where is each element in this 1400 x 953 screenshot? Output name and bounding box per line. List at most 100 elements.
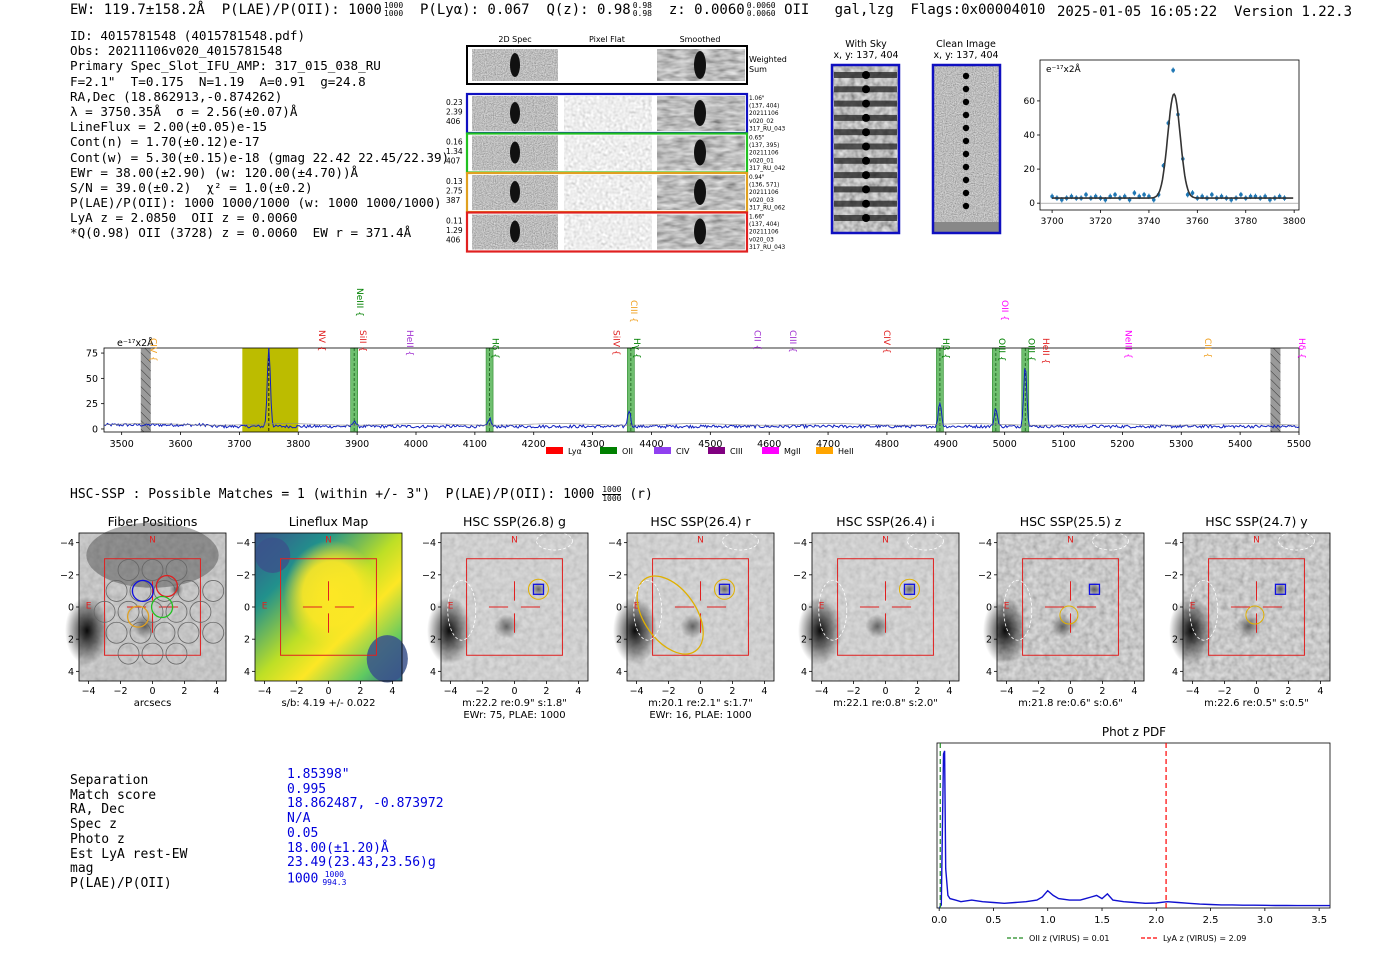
match-labels: Separation Match score RA, Dec Spec z Photo … <box>70 773 188 892</box>
hsc-panel-3: HSC SSP(26.4) r N E −4 4 −2 2 0 0 2 −2 4 −4 m:20.1 re… <box>608 514 775 721</box>
hsc-panel-title-6: HSC SSP(24.7) y <box>1205 514 1308 529</box>
hsc-ytick-label-1-2: 0 <box>244 603 250 614</box>
hsc-caption-4-0: m:22.1 re:0.8" s:2.0" <box>833 698 938 709</box>
fiber-green <box>150 595 174 619</box>
cutout-right-0-0: 1.06" <box>749 96 765 102</box>
linefit-point-25 <box>1171 68 1175 73</box>
header-timestamp: 2025-01-05 16:05:22 Version 1.22.3 <box>1057 4 1352 20</box>
match-label-5: Est LyA rest-EW <box>70 846 188 862</box>
summary-line-0: ID: 4015781548 (4015781548.pdf) <box>70 28 306 43</box>
line-fit-plot: e⁻¹⁷x2Å 3700 3720 3740 3760 3780 3800 0 20 40 60 <box>1024 59 1306 227</box>
spectrum-line-label-4: HeII { <box>404 330 414 356</box>
cutout-right-0-2: 20211106 <box>749 111 779 117</box>
lineflux-map-low-corner-2 <box>366 635 408 683</box>
photz-title: Phot z PDF <box>1102 725 1166 739</box>
hsc-panel-1: Lineflux Map N E −4 4 −2 2 0 0 2 −2 4 −4 s/b: 4.19 +/… <box>236 514 408 709</box>
linefit-point-42 <box>1253 194 1258 199</box>
summary-line-8: Cont(w) = 5.30(±0.15)e-18 (gmag 22.42 22… <box>70 149 450 165</box>
summary-line-2: Primary Spec_Slot_IFU_AMP: 317_015_038_R… <box>70 58 381 74</box>
spectrum-line-label-13: OII { <box>999 300 1009 321</box>
hsc-caption-1-0: s/b: 4.19 +/- 0.022 <box>281 698 375 709</box>
fiber-circle-9 <box>105 621 128 644</box>
cutout-right-2-4: 317_RU_062 <box>749 205 786 211</box>
spectrum-line-label-12: Hβ { <box>940 338 950 359</box>
hsc-xtick-label-6-3: 2 <box>1285 686 1291 697</box>
hsc-ytick-label-5-2: 0 <box>986 603 992 614</box>
hsc-ellipse-faint-5 <box>1059 605 1079 625</box>
cutout-left-2-2: 387 <box>446 196 461 205</box>
summary-line-13: *Q(0.98) OII (3728) z = 0.0060 EW r = 37… <box>70 225 412 241</box>
clean-source-9 <box>962 189 970 197</box>
hsc-aperture-box-2 <box>466 558 563 656</box>
fiber-circle-11 <box>153 621 176 644</box>
linefit-point-44 <box>1263 194 1267 199</box>
fiber-red <box>155 574 179 598</box>
cutout-source-2d-0 <box>510 102 520 124</box>
header-ew: EW: 119.7±158.2Å <box>70 2 205 18</box>
hsc-ytick-label-3-1: 2 <box>616 635 622 646</box>
hsc-caption-6-0: m:22.6 re:0.5" s:0.5" <box>1204 698 1309 709</box>
hsc-xtick-label-5-4: 4 <box>1131 686 1137 697</box>
clean-source-8 <box>962 176 970 184</box>
linefit-point-9 <box>1093 194 1098 199</box>
weighted-sum-row: Weighted Sum <box>466 45 787 85</box>
hsc-panel-title-2: HSC SSP(26.8) g <box>463 514 566 529</box>
linefit-xtick-label-0: 3700 <box>1041 217 1064 227</box>
summary-line-10: S/N = 39.0(±0.2) χ² = 1.0(±0.2) <box>70 179 313 195</box>
header-z: z: 0.0060 <box>668 2 745 18</box>
spectrum-xtick-label-19: 5400 <box>1228 439 1252 450</box>
hsc-ytick-label-3-0: 4 <box>616 667 622 678</box>
with-sky-title: With Sky <box>845 39 887 50</box>
hsc-match-box-5 <box>1088 583 1101 595</box>
hsc-panel-title-5: HSC SSP(25.5) z <box>1020 514 1122 529</box>
hsc-ytick-label-6-2: 0 <box>1172 603 1178 614</box>
linefit-xtick-label-5: 3800 <box>1283 217 1306 227</box>
cutout-right-2-0: 0.94" <box>749 175 765 181</box>
hsc-panel-2: HSC SSP(26.8) g N E −4 4 −2 2 0 0 2 −2 4 −4 m:22.2 re… <box>422 514 589 721</box>
hsc-faint-source-5 <box>1050 614 1075 639</box>
summary-line-4: RA,Dec (18.862913,-0.874262) <box>70 88 283 104</box>
hsc-faint-source-3 <box>680 614 705 639</box>
hsc-xtick-label-3-0: −4 <box>630 686 644 697</box>
hsc-panel-4: HSC SSP(26.4) i N E −4 4 −2 2 0 0 2 −2 4 −4 m:22.1 re… <box>793 514 960 709</box>
hsc-xtick-label-1-2: 0 <box>325 686 331 697</box>
hsc-xtick-label-0-0: −4 <box>82 686 96 697</box>
spectrum-legend-swatch-2 <box>654 447 671 454</box>
hsc-aperture-box-6 <box>1208 558 1305 656</box>
match-plae-frac: 1000 994.3 <box>322 869 347 887</box>
spectrum-xtick-label-14: 4900 <box>934 439 958 450</box>
spectrum-line-label-18: CII { <box>1202 338 1212 358</box>
linefit-point-18 <box>1137 194 1142 199</box>
hsc-north-5: N <box>1067 536 1074 546</box>
hsc-xtick-label-6-4: 4 <box>1317 686 1323 697</box>
hsc-east-4: E <box>819 602 825 612</box>
hsc-match-box-6 <box>1274 583 1287 595</box>
match-value-5: 18.00(±1.20)Å <box>287 840 389 856</box>
spectrum-xtick-label-16: 5100 <box>1051 439 1075 450</box>
hsc-image-noise-0 <box>79 533 226 681</box>
hsc-xtick-label-3-4: 4 <box>761 686 767 697</box>
spectrum-xtick-label-8: 4300 <box>581 439 605 450</box>
match-label-0: Separation <box>70 773 149 788</box>
hsc-xtick-label-4-3: 2 <box>914 686 920 697</box>
sky-source-0 <box>862 71 870 79</box>
linefit-ytick-label-2: 40 <box>1024 131 1036 141</box>
hsc-target-source-4 <box>902 582 917 597</box>
cutout-right-3-3: v020_03 <box>749 237 774 243</box>
spectrum-xtick-label-12: 4700 <box>816 439 840 450</box>
cutout-source-smooth-1 <box>694 139 706 166</box>
fiber-circle-18 <box>165 642 188 665</box>
linefit-point-7 <box>1084 192 1088 197</box>
hsc-ytick-label-4-0: 4 <box>801 667 807 678</box>
summary-line-7: Cont(n) = 1.70(±0.12)e-17 <box>70 134 260 150</box>
with-sky-xy: x, y: 137, 404 <box>833 50 898 61</box>
header-z-frac: 0.0060 0.0060 <box>746 1 776 18</box>
hsc-xtick-label-5-1: −2 <box>1032 686 1046 697</box>
linefit-ytick-label-1: 20 <box>1024 165 1036 175</box>
cutout-right-1-2: 20211106 <box>749 151 779 157</box>
spectrum-legend-swatch-3 <box>708 447 725 454</box>
hsc-xtick-label-1-1: −2 <box>290 686 304 697</box>
hsc-caption-3-1: EWr: 16, PLAE: 1000 <box>649 710 751 721</box>
